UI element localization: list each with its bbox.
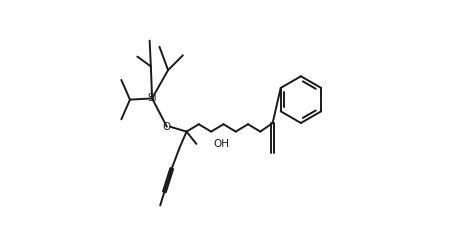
Text: Si: Si [147, 93, 157, 103]
Text: OH: OH [213, 139, 230, 149]
Text: O: O [163, 122, 171, 132]
